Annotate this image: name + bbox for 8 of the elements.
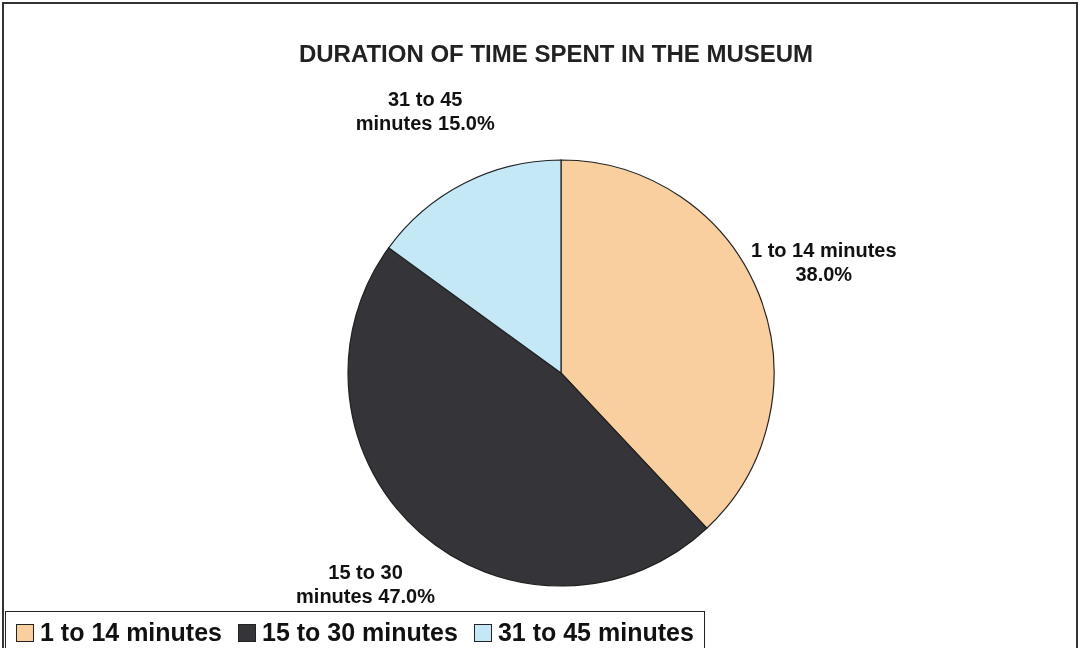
legend-label: 15 to 30 minutes: [262, 618, 458, 647]
data-label: 38.0%: [795, 262, 853, 285]
legend-label: 31 to 45 minutes: [497, 618, 694, 647]
category-label: 31 to 45 minutes 15.0%: [355, 88, 495, 135]
legend-label: 1 to 14 minutes: [40, 618, 222, 647]
category-label: 15 to 30 minutes 47.0%: [296, 561, 436, 608]
slice-label: 1 to 14 minutes: [750, 238, 897, 261]
chart-title: DURATION OF TIME SPENT IN THE MUSEUM: [297, 40, 815, 68]
